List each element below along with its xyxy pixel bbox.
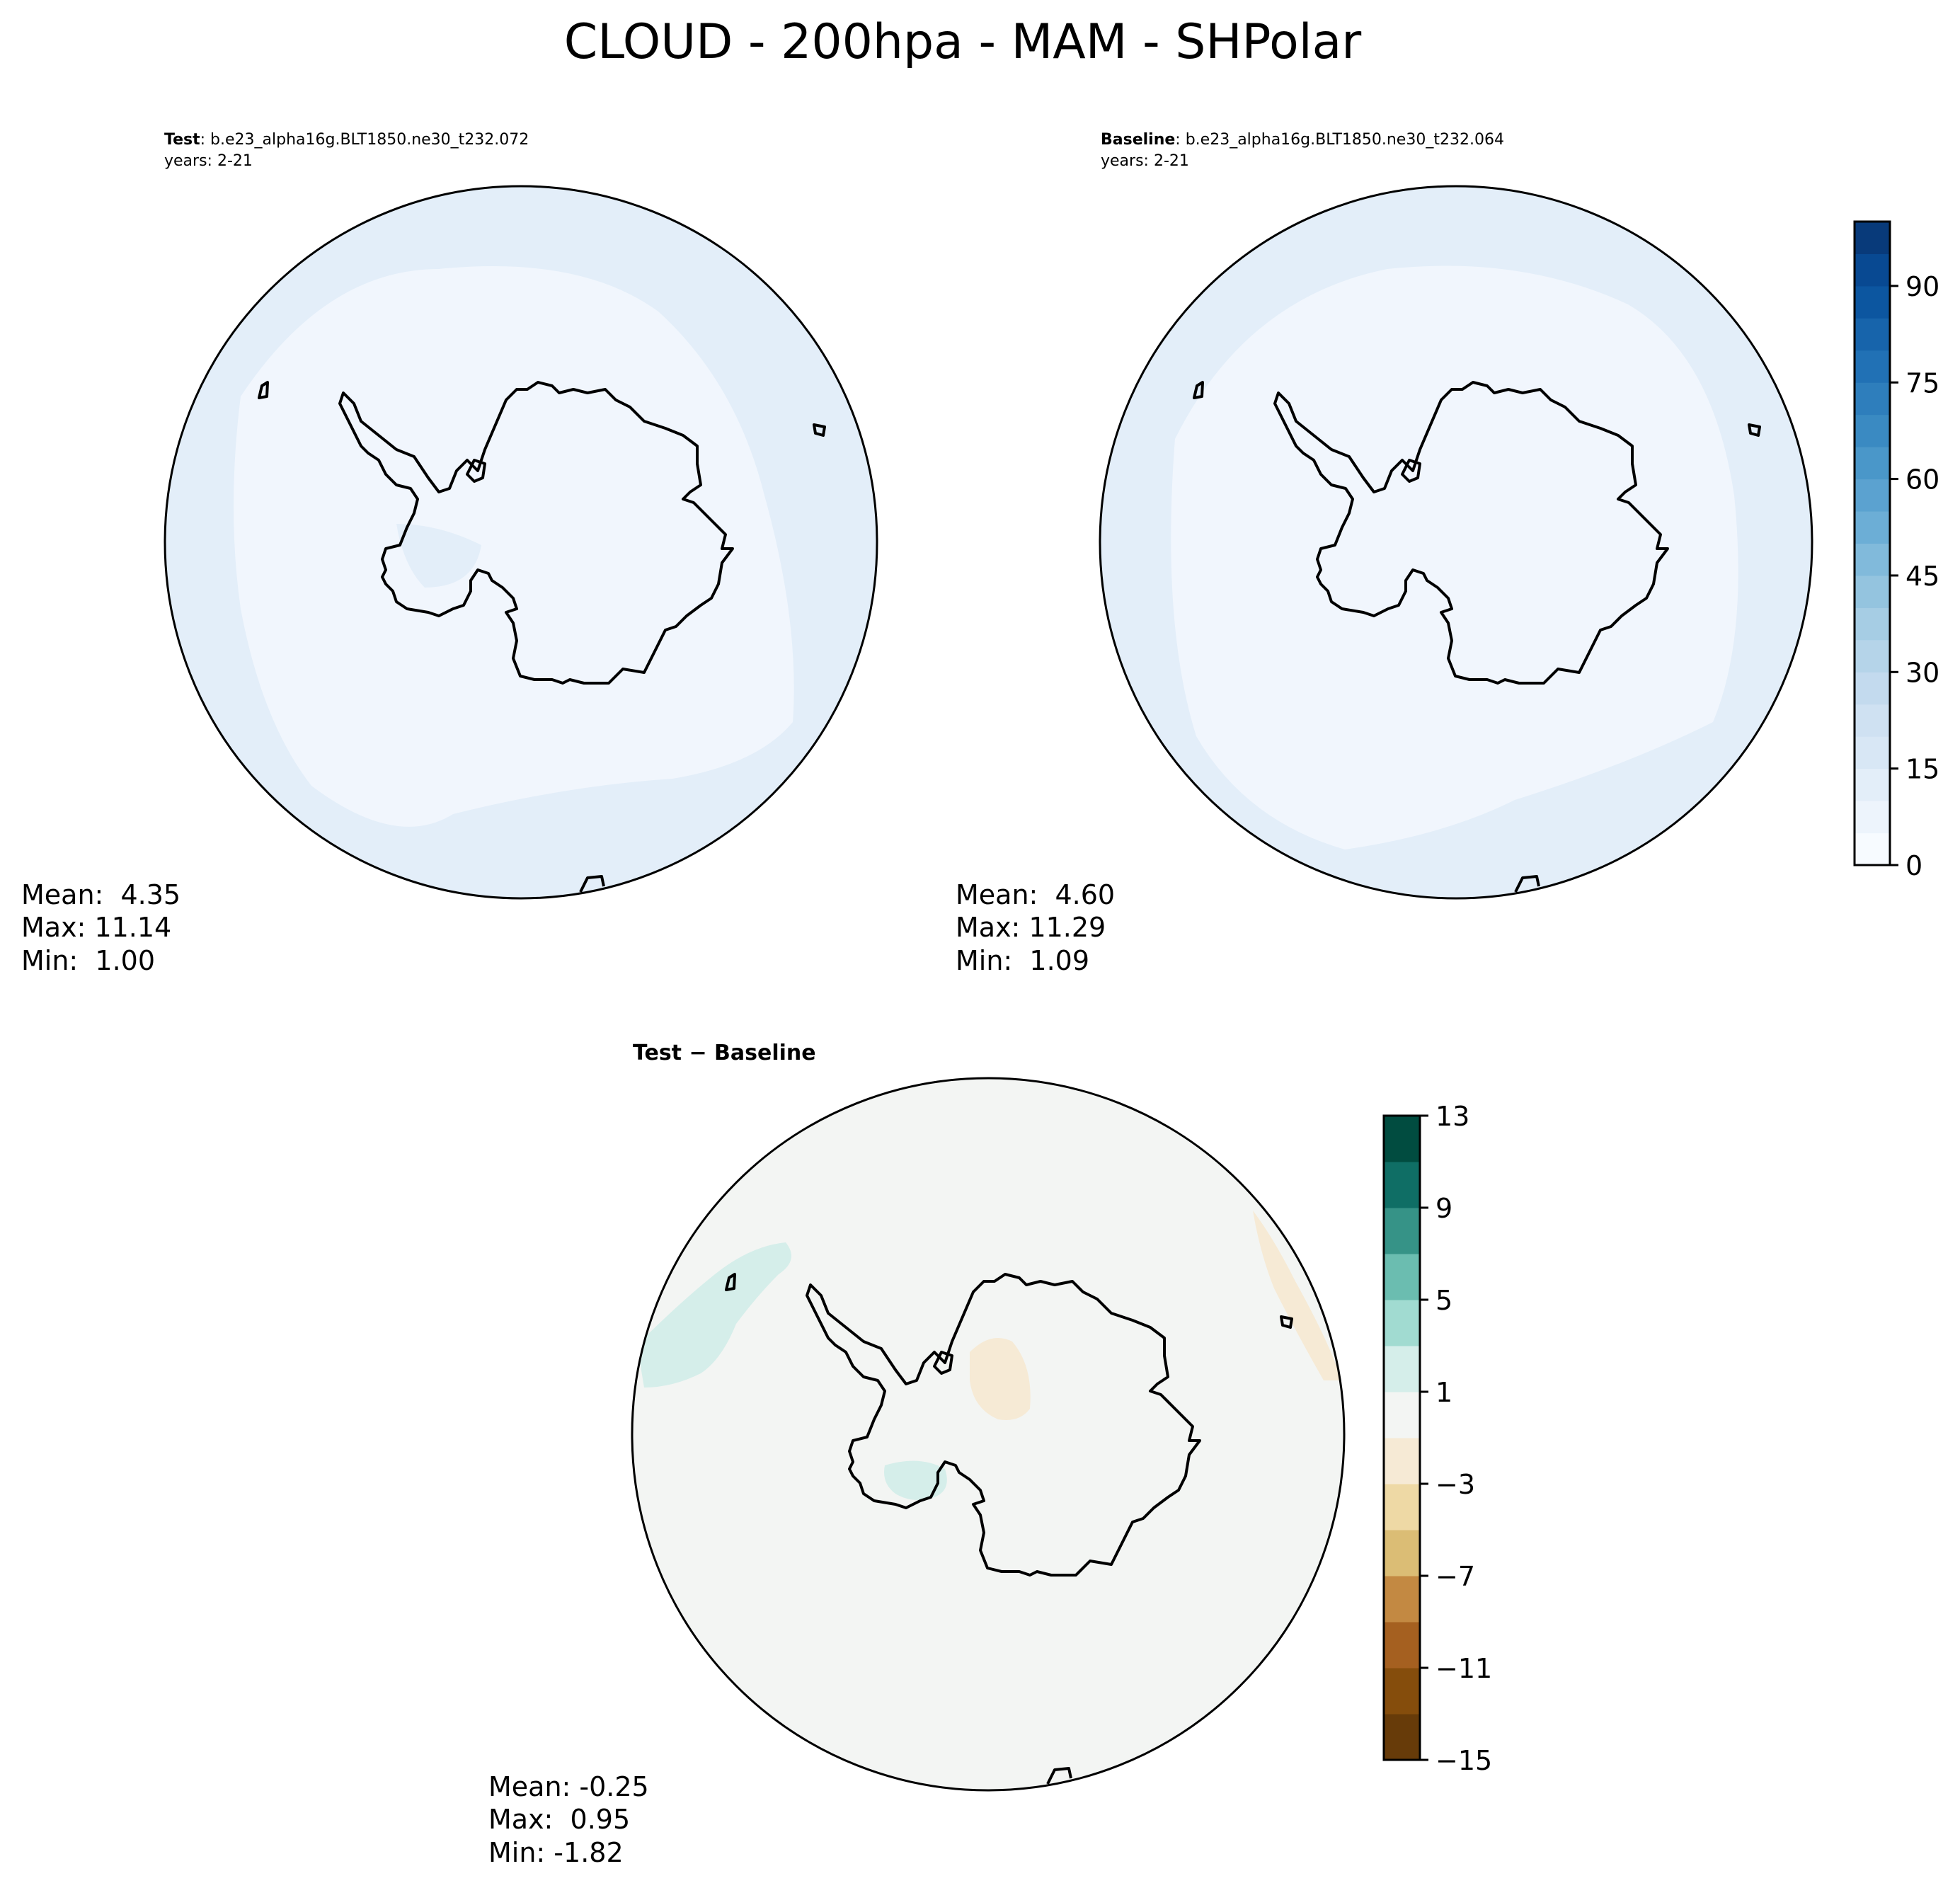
colorbar-absolute-swatch [1855, 704, 1890, 737]
colorbar-absolute-swatch [1855, 607, 1890, 641]
panel-difference-mean: Mean: -0.25 [488, 1771, 649, 1802]
colorbar-difference-swatch [1384, 1392, 1420, 1438]
colorbar-absolute-swatch [1855, 382, 1890, 416]
panel-test-mean: Mean: 4.35 [21, 879, 180, 910]
colorbar-absolute-swatch [1855, 575, 1890, 608]
panel-difference-min: Min: -1.82 [488, 1837, 624, 1868]
colorbar-absolute-tick-label: 75 [1905, 367, 1939, 399]
colorbar-difference-swatch [1384, 1530, 1420, 1577]
colorbar-difference-swatch [1384, 1254, 1420, 1300]
map-difference-frame [631, 1077, 1346, 1792]
map-baseline [1099, 185, 1813, 900]
map-baseline-inner-field [1171, 265, 1738, 849]
colorbar-difference-swatch [1384, 1162, 1420, 1208]
map-difference [631, 1077, 1346, 1792]
coastline-difference [725, 1273, 1293, 1785]
colorbar-difference-swatch [1384, 1208, 1420, 1254]
colorbar-absolute-swatch [1855, 414, 1890, 447]
colorbar-absolute-swatch [1855, 350, 1890, 383]
colorbar-difference-tick-label: 1 [1435, 1377, 1452, 1408]
panel-baseline-subtitle: years: 2-21 [1101, 152, 1189, 170]
colorbar-difference-tick-label: −7 [1435, 1561, 1475, 1592]
figure-title: CLOUD - 200hpa - MAM - SHPolar [564, 14, 1362, 70]
colorbar-absolute-swatch [1855, 639, 1890, 673]
colorbar-difference-tick-label: 5 [1435, 1285, 1452, 1316]
map-test-inner-field [234, 266, 794, 827]
colorbar-absolute-swatch [1855, 736, 1890, 769]
colorbar-absolute-tick-label: 30 [1905, 657, 1939, 688]
panel-test-subtitle: years: 2-21 [164, 152, 253, 170]
panel-test: Test: b.e23_alpha16g.BLT1850.ne30_t232.0… [21, 131, 878, 976]
colorbar-absolute-tick-label: 0 [1905, 850, 1922, 881]
map-difference-negative-center [970, 1338, 1031, 1420]
colorbar-difference-tick-label: −15 [1435, 1745, 1492, 1776]
colorbar-absolute-tick-label: 60 [1905, 464, 1939, 496]
colorbar-difference-swatch [1384, 1346, 1420, 1392]
map-difference-negative-east [1253, 1211, 1341, 1380]
colorbar-absolute-frame [1853, 220, 1891, 866]
panel-test-title: Test: b.e23_alpha16g.BLT1850.ne30_t232.0… [164, 131, 529, 149]
panel-test-max: Max: 11.14 [21, 912, 171, 943]
coastline-test [258, 381, 826, 893]
map-difference-positive-west [637, 1242, 791, 1388]
colorbar-difference-swatch [1384, 1668, 1420, 1715]
panel-difference: Test − Baseline Mean: -0.25 Max: 0.95 Mi… [488, 1041, 1346, 1868]
map-difference-positive-center [884, 1460, 947, 1500]
colorbar-absolute-swatch [1855, 801, 1890, 834]
colorbar-difference-swatch [1384, 1116, 1420, 1162]
map-test-band [396, 524, 481, 588]
colorbar-absolute-tick-label: 90 [1905, 271, 1939, 302]
panel-difference-max: Max: 0.95 [488, 1804, 630, 1835]
panel-test-min: Min: 1.00 [21, 945, 155, 976]
colorbar-difference-tick-label: 13 [1435, 1101, 1469, 1132]
colorbar-absolute-swatch [1855, 318, 1890, 351]
colorbar-absolute-swatch [1855, 253, 1890, 287]
panel-baseline-title: Baseline: b.e23_alpha16g.BLT1850.ne30_t2… [1101, 131, 1504, 149]
colorbar-difference-swatch [1384, 1714, 1420, 1761]
panel-baseline-mean: Mean: 4.60 [956, 879, 1115, 910]
coastline-baseline [1193, 381, 1761, 893]
colorbar-absolute-swatch [1855, 447, 1890, 480]
colorbar-absolute-swatch [1855, 768, 1890, 801]
map-test [164, 185, 878, 900]
colorbar-difference-swatch [1384, 1484, 1420, 1531]
map-baseline-frame [1099, 185, 1813, 900]
colorbar-difference-swatch [1384, 1438, 1420, 1484]
colorbar-difference-swatch [1384, 1300, 1420, 1346]
colorbar-difference-frame [1382, 1114, 1421, 1761]
map-difference-background [632, 1078, 1344, 1790]
colorbar-absolute-swatch [1855, 479, 1890, 512]
panel-baseline: Baseline: b.e23_alpha16g.BLT1850.ne30_t2… [956, 131, 1813, 976]
colorbar-absolute-swatch [1855, 222, 1890, 254]
colorbar-difference-tick-label: −3 [1435, 1469, 1475, 1500]
map-test-frame [164, 185, 878, 900]
colorbar-absolute-swatch [1855, 511, 1890, 544]
colorbar-absolute-swatch [1855, 285, 1890, 319]
colorbar-difference: −15 −11 −7 −3 1 5 9 13 [1382, 1101, 1492, 1776]
colorbar-absolute-tick-label: 45 [1905, 561, 1939, 592]
colorbar-difference-tick-label: 9 [1435, 1193, 1452, 1224]
panel-baseline-min: Min: 1.09 [956, 945, 1089, 976]
colorbar-difference-swatch [1384, 1576, 1420, 1623]
colorbar-absolute-swatch [1855, 833, 1890, 866]
panel-baseline-max: Max: 11.29 [956, 912, 1106, 943]
panel-difference-title: Test − Baseline [633, 1041, 816, 1065]
colorbar-absolute-swatch [1855, 672, 1890, 705]
colorbar-absolute-swatch [1855, 543, 1890, 576]
colorbar-difference-tick-label: −11 [1435, 1653, 1492, 1684]
colorbar-absolute-tick-label: 15 [1905, 754, 1939, 785]
colorbar-absolute: 0 15 30 45 60 75 90 [1853, 220, 1939, 881]
colorbar-difference-swatch [1384, 1622, 1420, 1669]
